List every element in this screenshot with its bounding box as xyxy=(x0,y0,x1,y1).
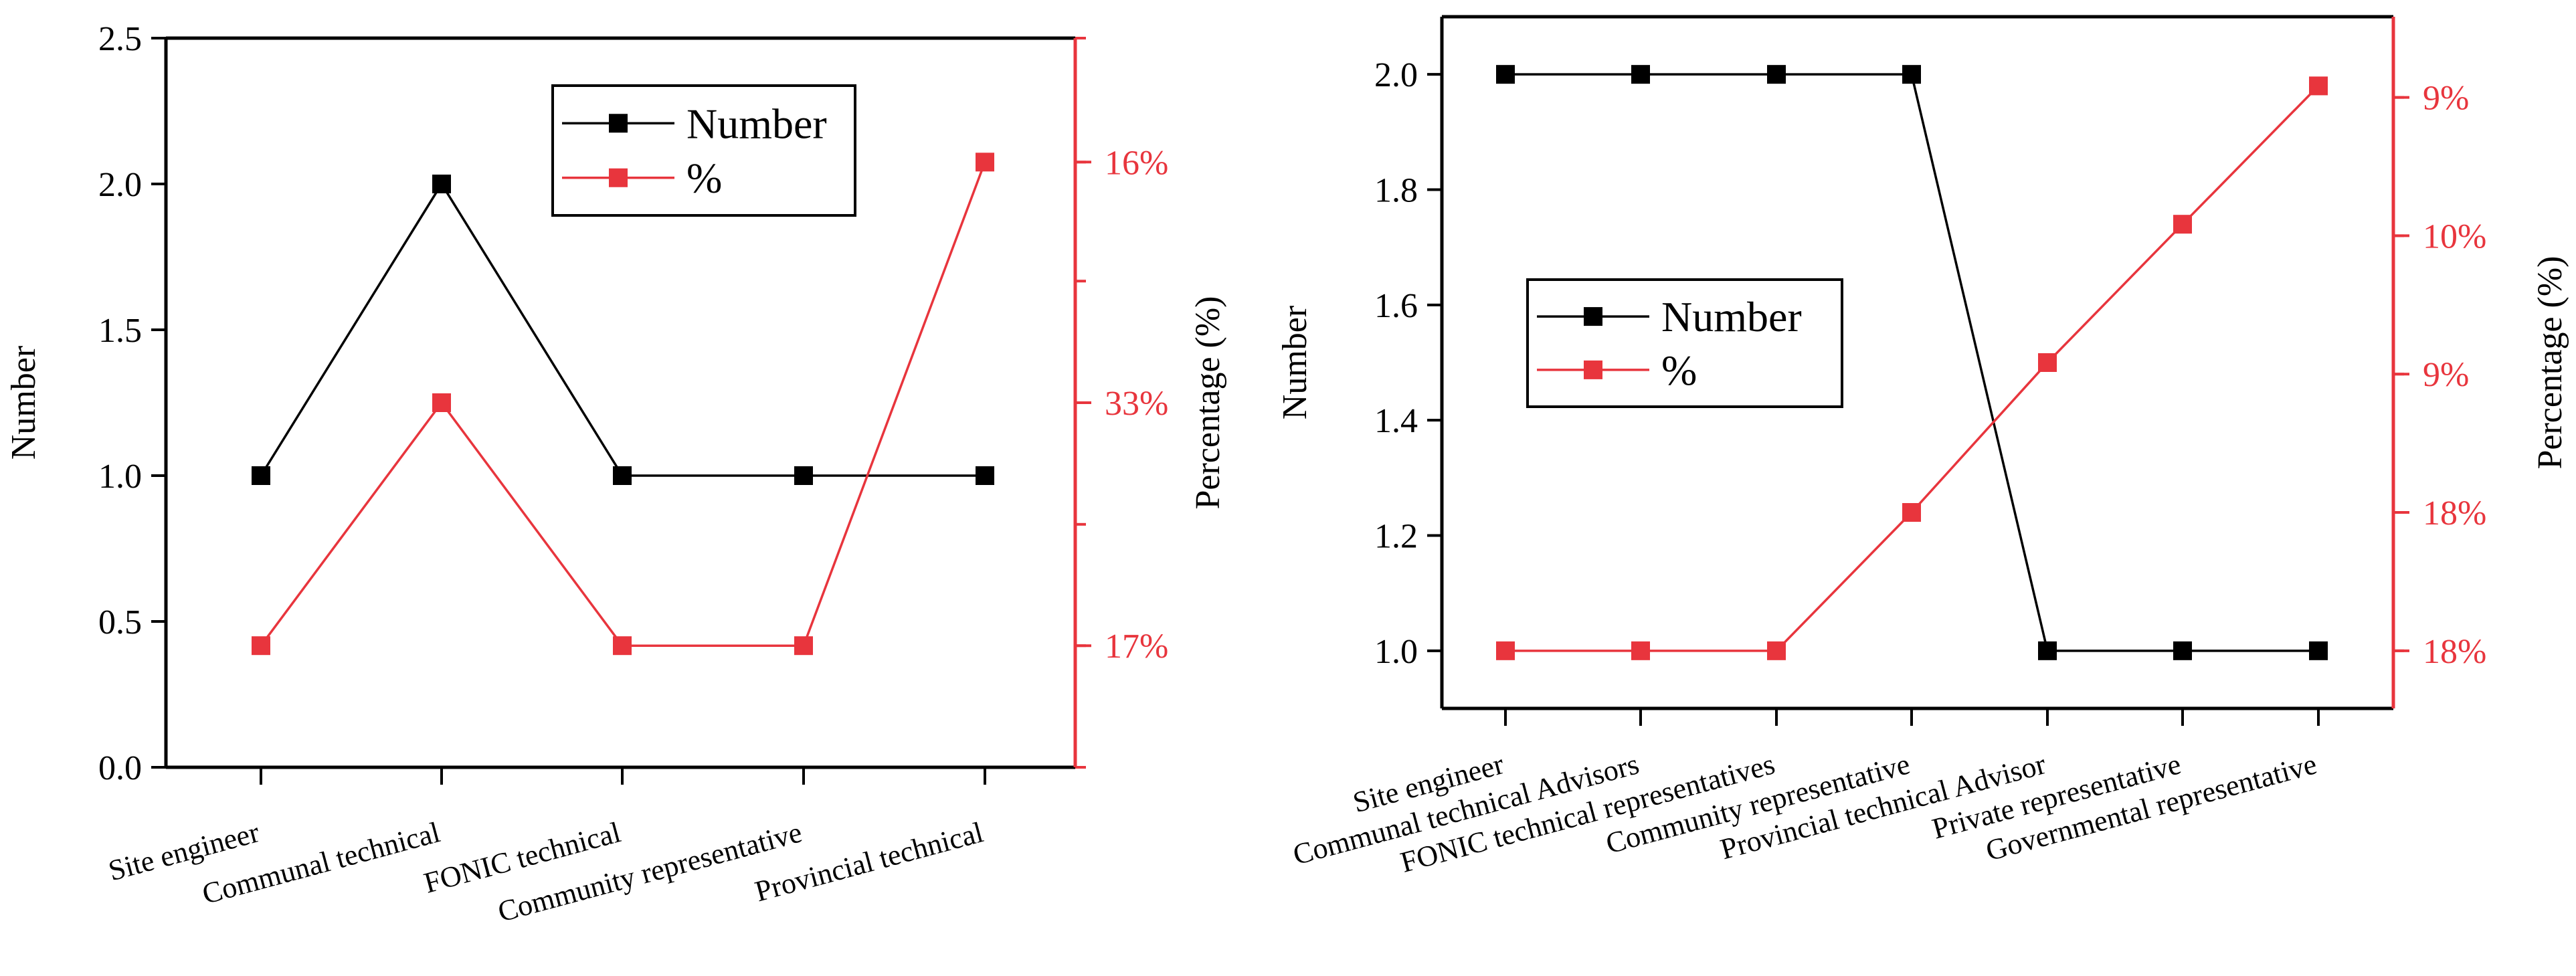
y-axis-label: Number xyxy=(1276,306,1314,419)
legend-label: % xyxy=(686,155,722,202)
percent-point xyxy=(1631,641,1650,660)
number-point xyxy=(976,466,994,485)
left-tick-label: 1.4 xyxy=(1374,402,1418,440)
percent-point xyxy=(432,393,451,412)
number-point xyxy=(2309,641,2328,660)
percent-point xyxy=(2173,215,2192,234)
left-tick-label: 1.8 xyxy=(1374,172,1418,210)
percent-point xyxy=(613,636,632,656)
left-tick-label: 1.6 xyxy=(1374,287,1418,325)
legend-marker xyxy=(1584,360,1602,379)
left-tick-label: 1.0 xyxy=(1374,633,1418,671)
percent-point xyxy=(252,636,270,656)
number-point xyxy=(1767,65,1786,84)
number-point xyxy=(2038,641,2057,660)
number-point xyxy=(794,466,813,485)
legend-label: Number xyxy=(686,100,827,147)
right-tick-label: 17% xyxy=(1105,627,1168,666)
left-tick-label: 1.2 xyxy=(1374,518,1418,556)
percent-point xyxy=(1902,503,1921,522)
legend-label: % xyxy=(1661,347,1697,394)
percent-point xyxy=(2309,76,2328,96)
percent-point xyxy=(976,153,994,172)
number-point xyxy=(2173,641,2192,660)
right-tick-label: 9% xyxy=(2423,356,2469,394)
right-tick-label: 18% xyxy=(2423,633,2486,671)
right-tick-label: 18% xyxy=(2423,494,2486,532)
number-point xyxy=(1902,65,1921,84)
left-tick-label: 0.5 xyxy=(98,603,142,642)
chart-left: 0.00.51.01.52.02.516%33%17%Site engineer… xyxy=(5,20,1227,929)
left-tick-label: 2.0 xyxy=(1374,56,1418,94)
y2-axis-label: Percentage (%) xyxy=(2531,256,2569,469)
number-point xyxy=(1631,65,1650,84)
legend-marker xyxy=(609,168,628,187)
legend-marker xyxy=(609,114,628,133)
right-tick-label: 16% xyxy=(1105,144,1168,182)
number-point xyxy=(1496,65,1515,84)
number-point xyxy=(613,466,632,485)
chart-right: 1.01.21.41.61.82.018%18%9%10%9%Site engi… xyxy=(1276,15,2569,879)
legend-label: Number xyxy=(1661,293,1802,340)
y-axis-label: Number xyxy=(5,346,43,460)
legend-box xyxy=(1526,278,1843,408)
percent-point xyxy=(794,636,813,656)
left-tick-label: 2.0 xyxy=(98,166,142,204)
left-tick-label: 2.5 xyxy=(98,20,142,58)
right-tick-label: 10% xyxy=(2423,217,2486,256)
legend-box xyxy=(551,84,856,217)
percent-point xyxy=(2038,353,2057,372)
percent-series-line xyxy=(260,161,986,647)
left-tick-label: 1.0 xyxy=(98,458,142,496)
y2-axis-label: Percentage (%) xyxy=(1189,296,1227,509)
legend-marker xyxy=(1584,307,1602,326)
x-tick-label: Community representative xyxy=(494,815,806,928)
percent-point xyxy=(1496,641,1515,660)
left-tick-label: 1.5 xyxy=(98,312,142,350)
right-tick-label: 9% xyxy=(2423,80,2469,118)
number-point xyxy=(252,466,270,485)
number-point xyxy=(432,175,451,193)
right-tick-label: 33% xyxy=(1105,385,1168,423)
number-series-line xyxy=(260,181,985,477)
left-tick-label: 0.0 xyxy=(98,749,142,787)
percent-point xyxy=(1767,641,1786,660)
